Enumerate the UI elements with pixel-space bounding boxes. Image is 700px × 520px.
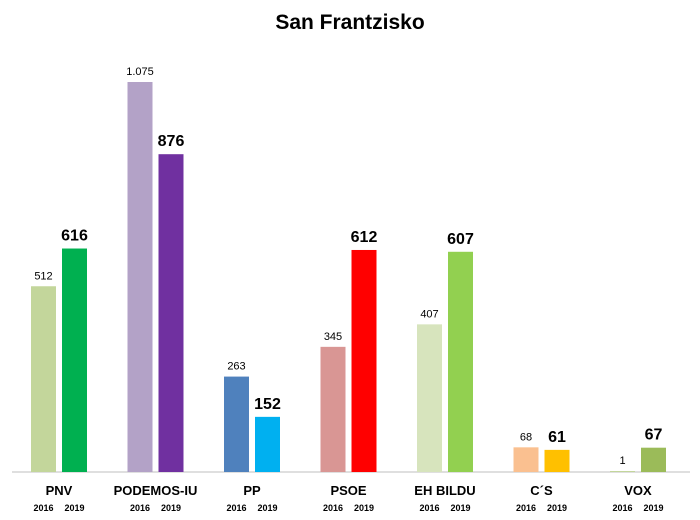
bar-pnv-2019 xyxy=(62,248,87,472)
value-labels-group: 512 616 1.075 876 263 152 345 612 407 607 68 61 1 67 xyxy=(34,66,662,467)
bar-eh-bildu-2016 xyxy=(417,324,442,472)
bar-pp-2019 xyxy=(255,416,280,472)
category-label-vox: VOX xyxy=(624,483,652,498)
year-label-vox-2016: 2016 xyxy=(612,503,632,513)
category-label-c-s: C´S xyxy=(530,483,553,498)
value-label-pp-2016: 263 xyxy=(227,361,245,373)
bar-vox-2016 xyxy=(610,471,635,472)
category-label-podemos-iu: PODEMOS-IU xyxy=(114,483,198,498)
year-label-pnv-2019: 2019 xyxy=(64,503,84,513)
year-label-pp-2016: 2016 xyxy=(226,503,246,513)
year-label-pnv-2016: 2016 xyxy=(33,503,53,513)
bar-pnv-2016 xyxy=(31,286,56,472)
value-label-pnv-2016: 512 xyxy=(34,270,52,282)
bar-eh-bildu-2019 xyxy=(448,251,473,472)
bars-group xyxy=(31,82,666,472)
value-label-pnv-2019: 616 xyxy=(61,228,88,245)
bar-vox-2019 xyxy=(641,447,666,472)
value-label-c-s-2016: 68 xyxy=(520,431,532,443)
year-label-psoe-2016: 2016 xyxy=(323,503,343,513)
chart-title: San Frantzisko xyxy=(275,11,424,34)
bar-psoe-2016 xyxy=(320,346,346,472)
value-label-vox-2016: 1 xyxy=(619,455,625,467)
year-label-c-s-2016: 2016 xyxy=(516,503,536,513)
year-label-podemos-iu-2016: 2016 xyxy=(130,503,150,513)
category-labels-group: 2016 2019 PNV 2016 2019 PODEMOS-IU 2016 2019 PP 2… xyxy=(33,483,663,513)
value-label-psoe-2019: 612 xyxy=(351,229,378,246)
year-label-podemos-iu-2019: 2019 xyxy=(161,503,181,513)
category-label-pp: PP xyxy=(243,483,261,498)
value-label-eh-bildu-2016: 407 xyxy=(420,308,438,320)
bar-pp-2016 xyxy=(224,376,249,472)
bar-podemos-iu-2019 xyxy=(158,154,184,472)
category-label-psoe: PSOE xyxy=(330,483,366,498)
year-label-psoe-2019: 2019 xyxy=(354,503,374,513)
bar-c-s-2016 xyxy=(513,447,539,472)
bar-psoe-2019 xyxy=(351,249,377,472)
value-label-c-s-2019: 61 xyxy=(548,429,566,446)
year-label-c-s-2019: 2019 xyxy=(547,503,567,513)
bar-c-s-2019 xyxy=(544,449,570,472)
year-label-eh-bildu-2019: 2019 xyxy=(450,503,470,513)
category-label-pnv: PNV xyxy=(46,483,73,498)
value-label-pp-2019: 152 xyxy=(254,396,281,413)
value-label-psoe-2016: 345 xyxy=(324,331,342,343)
value-label-eh-bildu-2019: 607 xyxy=(447,231,474,248)
value-label-podemos-iu-2019: 876 xyxy=(158,133,185,150)
bar-podemos-iu-2016 xyxy=(127,82,153,472)
value-label-vox-2019: 67 xyxy=(645,427,663,444)
category-label-eh-bildu: EH BILDU xyxy=(414,483,475,498)
value-label-podemos-iu-2016: 1.075 xyxy=(126,66,154,78)
year-label-eh-bildu-2016: 2016 xyxy=(419,503,439,513)
year-label-vox-2019: 2019 xyxy=(643,503,663,513)
year-label-pp-2019: 2019 xyxy=(257,503,277,513)
